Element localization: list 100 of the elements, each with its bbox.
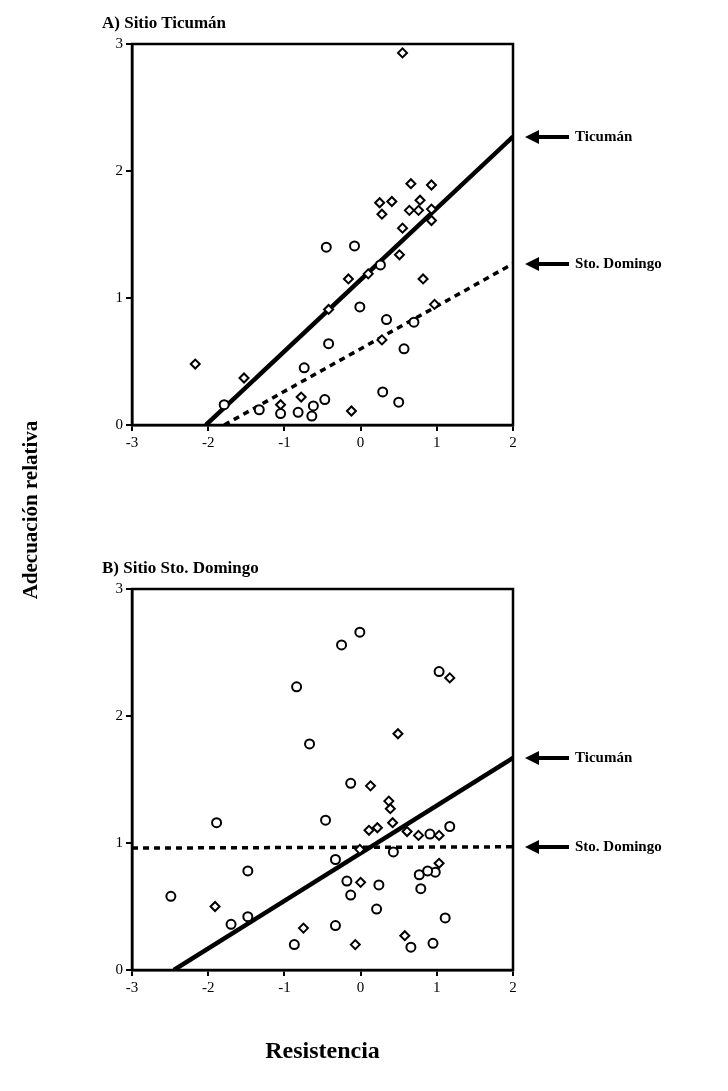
point	[371, 822, 383, 834]
point	[349, 939, 361, 951]
point	[413, 869, 425, 881]
y-tick-label: 1	[115, 833, 123, 850]
point	[373, 879, 385, 891]
point	[425, 215, 437, 227]
point	[397, 47, 409, 59]
x-axis-title: Resistencia	[265, 1036, 380, 1064]
point	[288, 939, 300, 951]
point	[291, 681, 303, 693]
point	[383, 795, 395, 807]
x-tick-label: 1	[433, 433, 441, 450]
point	[393, 249, 405, 261]
x-tick-label: 1	[433, 978, 441, 995]
point	[345, 889, 357, 901]
x-tick-label: 2	[509, 433, 517, 450]
point	[306, 410, 318, 422]
point	[329, 854, 341, 866]
point	[439, 912, 451, 924]
point	[399, 930, 411, 942]
y-tick-label: 0	[115, 960, 123, 977]
point	[225, 918, 237, 930]
point	[413, 829, 425, 841]
point	[444, 820, 456, 832]
y-tick-label: 2	[115, 706, 123, 723]
point	[386, 195, 398, 207]
y-tick-label: 0	[115, 415, 123, 432]
point	[189, 358, 201, 370]
point	[393, 396, 405, 408]
x-tick-label: -3	[125, 978, 139, 995]
point	[374, 259, 386, 271]
point	[413, 204, 425, 216]
point	[405, 178, 417, 190]
point	[320, 241, 332, 253]
y-axis-title: Adecuación relativa	[17, 420, 43, 600]
x-tick-label: 0	[356, 978, 365, 995]
chart-title: A) Sitio Ticumán	[102, 12, 227, 32]
point	[374, 197, 386, 209]
point	[362, 268, 374, 280]
point	[242, 911, 254, 923]
point	[433, 857, 445, 869]
point	[433, 666, 445, 678]
point	[323, 338, 335, 350]
point	[242, 865, 254, 877]
point	[354, 301, 366, 313]
point	[297, 922, 309, 934]
point	[417, 273, 429, 285]
point	[320, 814, 332, 826]
point	[415, 883, 427, 895]
point	[377, 386, 389, 398]
point	[408, 316, 420, 328]
point	[349, 240, 360, 252]
legend-label: Ticumán	[575, 748, 633, 765]
point	[211, 817, 223, 829]
point	[275, 408, 287, 420]
point	[363, 824, 375, 836]
point	[371, 903, 383, 915]
point	[218, 399, 230, 411]
y-tick-label: 1	[115, 288, 123, 305]
point	[387, 846, 399, 858]
point	[398, 343, 410, 355]
point	[422, 865, 434, 877]
chart-title: B) Sitio Sto. Domingo	[102, 557, 259, 577]
x-tick-label: -3	[125, 433, 139, 450]
point	[342, 273, 354, 285]
point	[253, 404, 265, 416]
point	[397, 222, 409, 234]
point	[323, 303, 335, 315]
point	[345, 777, 357, 789]
x-tick-label: -1	[278, 433, 291, 450]
point	[414, 194, 426, 206]
point	[209, 901, 221, 912]
point	[365, 780, 377, 792]
x-tick-label: 0	[356, 433, 365, 450]
point	[392, 728, 404, 740]
point	[329, 920, 341, 932]
y-tick-label: 2	[115, 161, 123, 178]
x-tick-label: -1	[278, 978, 291, 995]
point	[165, 890, 177, 902]
point	[433, 829, 445, 841]
point	[319, 394, 331, 406]
point	[307, 400, 319, 412]
point	[425, 179, 437, 191]
point	[384, 803, 396, 815]
point	[345, 405, 357, 417]
legend-label: Sto. Domingo	[575, 837, 662, 854]
x-tick-label: -2	[201, 978, 215, 995]
point	[292, 406, 304, 418]
y-tick-label: 3	[115, 579, 123, 596]
point	[403, 204, 415, 216]
point	[355, 876, 367, 888]
legend-label: Sto. Domingo	[575, 254, 662, 271]
y-tick-label: 3	[115, 34, 123, 51]
point	[387, 817, 399, 829]
point	[405, 941, 417, 953]
x-tick-label: -2	[201, 433, 215, 450]
point	[401, 826, 413, 838]
point	[381, 314, 393, 326]
point	[376, 208, 388, 220]
point	[304, 738, 316, 750]
